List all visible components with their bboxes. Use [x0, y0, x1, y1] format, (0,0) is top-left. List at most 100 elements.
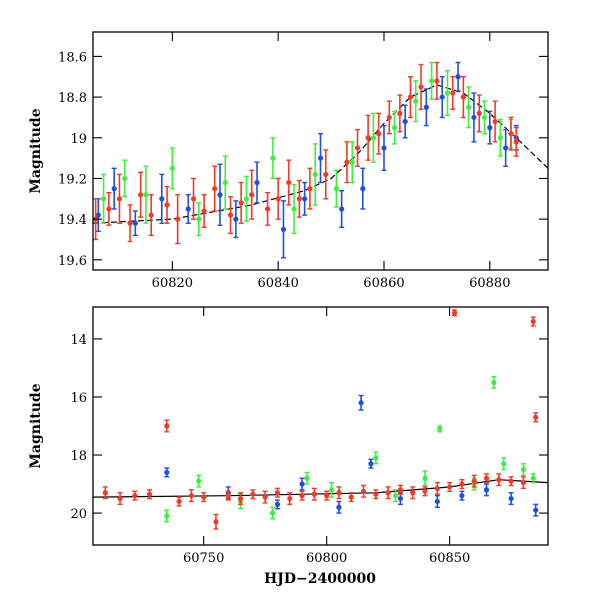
top-red-point: [212, 186, 218, 192]
bottom-red-point: [274, 490, 281, 496]
bottom-green-point: [196, 478, 202, 484]
bottom-green-point: [422, 475, 428, 481]
top-red-point: [386, 114, 392, 121]
top-red-point: [164, 202, 170, 208]
top-red-point: [418, 84, 424, 90]
top-green-point: [169, 165, 175, 171]
top-blue-point: [302, 196, 308, 202]
bottom-axes-frame: [92, 306, 549, 546]
bottom-red-point: [530, 318, 536, 325]
top-red-point: [376, 131, 382, 137]
bottom-green-point: [269, 510, 276, 516]
bottom-red-point: [164, 423, 170, 429]
top-red-point: [407, 94, 414, 100]
top-blue-point: [233, 216, 239, 222]
top-red-point: [238, 200, 244, 206]
bottom-ytick-label: 18: [70, 449, 87, 464]
bottom-green-point: [501, 461, 507, 467]
bottom-green-point: [530, 475, 536, 481]
bottom-red-point: [533, 414, 539, 420]
bottom-blue-point: [274, 501, 281, 507]
top-green-point: [143, 192, 149, 198]
bottom-plot-area: [93, 309, 548, 530]
bottom-red-point: [102, 490, 108, 496]
bottom-red-point: [373, 491, 379, 497]
bottom-xtick-label: 60850: [429, 551, 470, 566]
bottom-green-point: [437, 426, 443, 432]
top-green-point: [497, 135, 503, 141]
top-red-point: [492, 118, 498, 125]
bottom-blue-point: [358, 400, 364, 406]
bottom-red-point: [287, 495, 293, 502]
top-xtick-label: 60820: [152, 276, 193, 291]
top-red-point: [365, 135, 371, 141]
bottom-trend-line: [93, 479, 548, 498]
panel-full-light-curve: Magnitude HJD−2400000 60750 60800 60850 14 1…: [28, 306, 549, 587]
top-ytick-label: 19: [70, 132, 87, 147]
top-blue-point: [402, 118, 408, 125]
top-red-point: [201, 208, 207, 214]
top-green-point: [122, 175, 128, 182]
top-blue-point: [95, 212, 101, 218]
top-green-point: [100, 196, 107, 202]
bottom-red-point: [520, 479, 527, 486]
bottom-red-point: [146, 491, 153, 497]
top-green-point: [196, 216, 202, 222]
panel-zoomed-light-curve: Magnitude 60820 60840 60860 60880 18.6 18.8 19…: [28, 31, 549, 291]
bottom-red-point: [299, 493, 305, 499]
top-ytick-label: 19.6: [58, 254, 87, 269]
top-red-point: [450, 90, 456, 96]
top-red-point: [190, 196, 197, 202]
bottom-red-point: [447, 484, 453, 490]
top-green-point: [243, 196, 250, 202]
top-red-point: [264, 206, 271, 212]
bottom-red-point: [483, 475, 490, 481]
top-green-point: [222, 179, 228, 186]
bottom-green-point: [373, 455, 379, 461]
top-red-point: [138, 192, 144, 198]
bottom-green-point: [328, 487, 335, 493]
top-green-point: [349, 159, 355, 165]
top-red-point: [434, 78, 440, 84]
top-blue-point: [280, 226, 287, 232]
bottom-blue-point: [533, 507, 539, 513]
top-blue-point: [254, 179, 260, 186]
bottom-blue-point: [299, 481, 305, 487]
bottom-red-point: [132, 493, 138, 499]
top-red-point: [397, 110, 403, 116]
bottom-xlabel: HJD−2400000: [264, 571, 376, 587]
bottom-red-point: [422, 488, 428, 494]
bottom-blue-point: [483, 487, 490, 493]
top-red-point: [116, 196, 123, 202]
bottom-green-point: [491, 379, 497, 386]
bottom-red-point: [311, 491, 317, 497]
top-blue-point: [159, 196, 165, 202]
top-red-point: [513, 139, 519, 145]
top-red-point: [476, 110, 482, 116]
bottom-blue-point: [397, 495, 404, 502]
top-red-point: [148, 212, 154, 218]
top-blue-point: [381, 145, 387, 151]
bottom-red-point: [336, 490, 342, 496]
top-red-point: [307, 186, 313, 192]
top-blue-point: [217, 192, 223, 198]
top-xtick-label: 60880: [469, 276, 510, 291]
top-blue-point: [339, 206, 345, 212]
top-red-point: [354, 145, 361, 151]
bottom-green-point: [304, 475, 310, 481]
bottom-red-point: [459, 481, 465, 487]
top-ytick-label: 18.6: [58, 50, 87, 65]
top-red-point: [286, 179, 292, 186]
bottom-red-point: [188, 493, 194, 499]
bottom-red-point: [225, 493, 231, 499]
bottom-red-point: [496, 477, 502, 483]
bottom-red-point: [434, 485, 440, 492]
top-red-point: [508, 131, 514, 137]
top-red-point: [127, 220, 133, 226]
top-blue-point: [439, 94, 445, 100]
top-green-point: [370, 135, 377, 141]
bottom-ylabel: Magnitude: [28, 383, 44, 468]
top-blue-point: [503, 145, 509, 151]
bottom-red-point: [117, 495, 123, 502]
bottom-red-point: [508, 478, 514, 484]
